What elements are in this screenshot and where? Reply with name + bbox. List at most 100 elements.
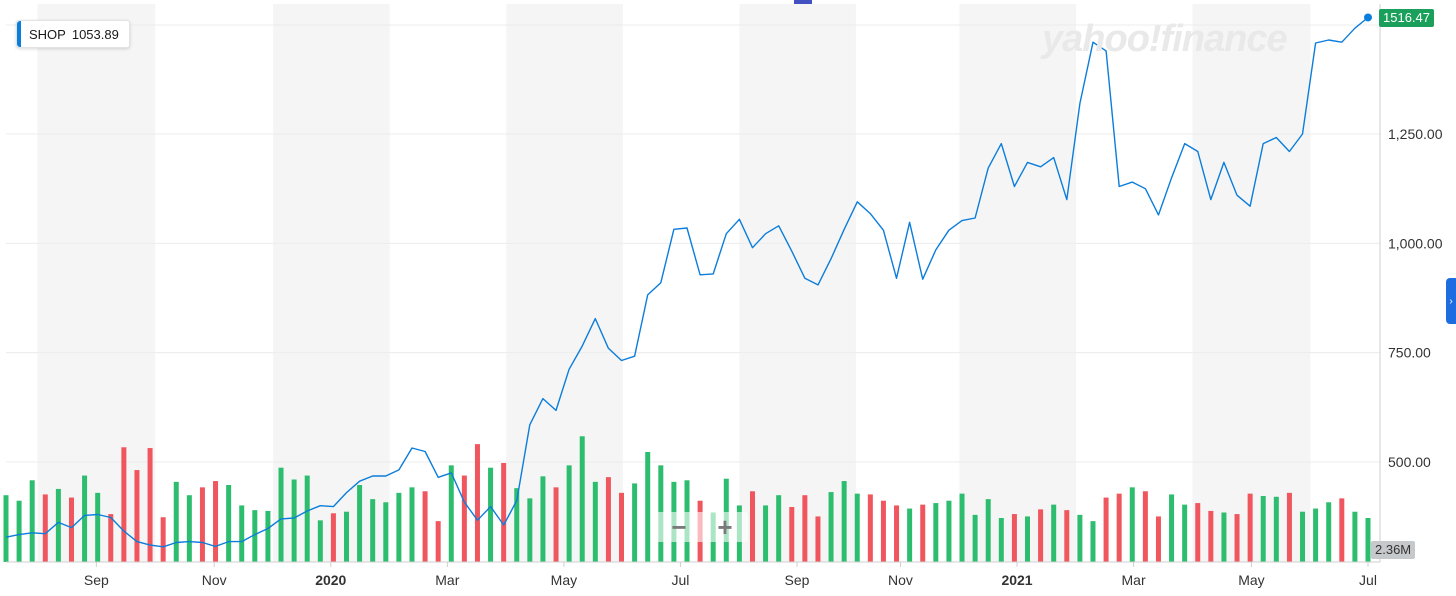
tooltip-value: 1053.89 (71, 26, 119, 42)
volume-bar (1064, 510, 1070, 562)
volume-bar (1129, 487, 1135, 562)
volume-bar (147, 448, 153, 562)
x-tick-label: Jul (1359, 572, 1377, 588)
month-band (37, 4, 156, 562)
zoom-in-button[interactable]: + (717, 511, 733, 542)
volume-bar (1260, 495, 1266, 562)
volume-bar (474, 444, 480, 562)
volume-bar (501, 462, 507, 562)
volume-bar (68, 497, 74, 562)
volume-bar (160, 517, 166, 562)
volume-bar (815, 516, 821, 562)
volume-bar (1313, 508, 1319, 562)
volume-bar (592, 481, 598, 562)
volume-bar (344, 511, 349, 562)
volume-bar (82, 475, 88, 562)
volume-bar (540, 476, 546, 562)
volume-bar (1221, 512, 1227, 562)
volume-bar (802, 495, 808, 562)
volume-bar (1247, 493, 1253, 562)
volume-bar (16, 500, 22, 562)
volume-bar (946, 500, 952, 562)
volume-bar (1011, 514, 1017, 562)
x-tick-label: Mar (435, 572, 459, 588)
volume-bar (1208, 510, 1214, 562)
volume-bar (959, 493, 965, 562)
volume-bar (252, 510, 258, 562)
volume-bar (1038, 509, 1044, 562)
side-panel-toggle[interactable]: › (1446, 278, 1456, 324)
volume-bar (998, 517, 1004, 562)
y-tick-label: 1,000.00 (1388, 235, 1443, 251)
volume-bar (514, 488, 520, 562)
x-tick-label: 2021 (1001, 572, 1032, 588)
zoom-controls: − + (656, 512, 748, 542)
x-tick-label: 2020 (315, 572, 346, 588)
x-tick-label: Mar (1122, 572, 1146, 588)
volume-bar (239, 505, 245, 562)
volume-bar (1116, 493, 1122, 562)
volume-bar (422, 491, 428, 562)
volume-bar (461, 475, 467, 562)
month-band (273, 4, 390, 562)
volume-bar (304, 475, 310, 562)
volume-bar (370, 499, 376, 562)
volume-bar (828, 492, 834, 562)
volume-bar (278, 467, 284, 562)
volume-bar (1169, 494, 1175, 562)
volume-bar (1326, 502, 1332, 562)
x-tick-label: Nov (202, 572, 227, 588)
volume-bar (841, 481, 847, 562)
volume-bar (880, 500, 886, 562)
volume-bar (396, 492, 402, 562)
volume-bar (972, 514, 978, 562)
axes: 500.00 750.00 1,000.00 1,250.00 Sep Nov 2020 Ma… (6, 4, 1443, 588)
volume-bar (1025, 516, 1030, 562)
volume-bar (291, 479, 297, 562)
price-series-line (5, 16, 1369, 548)
volume-bar (1300, 511, 1306, 562)
volume-bars (3, 436, 1371, 562)
volume-bar (29, 480, 35, 562)
volume-bar (1286, 492, 1292, 562)
volume-bar (632, 483, 638, 562)
volume-bar (383, 502, 389, 562)
volume-bar (1142, 491, 1148, 562)
volume-bar (645, 451, 651, 562)
volume-bar (907, 508, 913, 562)
chevron-right-icon: › (1449, 295, 1453, 307)
volume-bar (213, 481, 219, 562)
top-tab-marker[interactable] (794, 0, 812, 4)
month-band (739, 4, 856, 562)
volume-bar (527, 498, 533, 562)
volume-bar (409, 487, 415, 562)
volume-bar (121, 447, 127, 562)
x-tick-label: Sep (785, 572, 810, 588)
volume-bar (1182, 504, 1188, 562)
volume-bar (173, 481, 179, 562)
price-line (5, 13, 1372, 548)
volume-bar (920, 504, 926, 562)
tooltip-color-bar (17, 21, 21, 47)
volume-bar (776, 495, 782, 562)
volume-bar (763, 505, 769, 562)
x-tick-label: Jul (671, 572, 689, 588)
y-tick-label: 500.00 (1388, 454, 1431, 470)
volume-bar (3, 495, 9, 562)
volume-bar (605, 477, 611, 562)
volume-bar (199, 487, 205, 562)
x-tick-label: Nov (888, 572, 913, 588)
zoom-out-button[interactable]: − (671, 511, 687, 542)
volume-bar (108, 514, 114, 562)
volume-bar (867, 494, 873, 562)
y-tick-label: 750.00 (1388, 345, 1431, 361)
volume-bar (1103, 497, 1109, 562)
volume-bar (619, 492, 625, 562)
last-price-badge: 1516.47 (1379, 9, 1434, 27)
month-bands (37, 4, 1311, 562)
volume-bar (42, 494, 48, 562)
volume-bar (186, 495, 192, 562)
price-tooltip: SHOP 1053.89 (16, 20, 130, 48)
volume-bar (1155, 516, 1161, 562)
